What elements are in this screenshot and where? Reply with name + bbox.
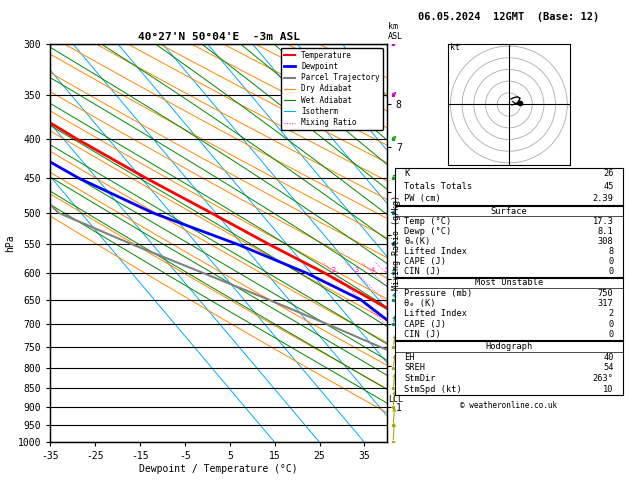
Text: kt: kt: [450, 43, 460, 52]
Text: LCL: LCL: [388, 395, 403, 404]
Text: CIN (J): CIN (J): [404, 267, 441, 276]
Text: StmSpd (kt): StmSpd (kt): [404, 385, 462, 394]
Text: StmDir: StmDir: [404, 374, 436, 383]
Text: Mixing Ratio (g/kg): Mixing Ratio (g/kg): [392, 195, 401, 291]
Text: 26: 26: [603, 170, 614, 178]
Text: 0: 0: [608, 320, 614, 329]
Title: 40°27'N 50°04'E  -3m ASL: 40°27'N 50°04'E -3m ASL: [138, 32, 299, 42]
Text: 06.05.2024  12GMT  (Base: 12): 06.05.2024 12GMT (Base: 12): [418, 12, 599, 22]
Text: Temp (°C): Temp (°C): [404, 217, 452, 226]
Y-axis label: hPa: hPa: [5, 234, 15, 252]
Text: km
ASL: km ASL: [388, 22, 403, 41]
Text: EH: EH: [404, 352, 415, 362]
Text: 3: 3: [354, 267, 359, 273]
Text: Most Unstable: Most Unstable: [475, 278, 543, 287]
Text: 10: 10: [603, 385, 614, 394]
Text: 750: 750: [598, 289, 614, 297]
Text: 45: 45: [603, 182, 614, 191]
Text: K: K: [404, 170, 409, 178]
Text: © weatheronline.co.uk: © weatheronline.co.uk: [460, 401, 557, 410]
X-axis label: Dewpoint / Temperature (°C): Dewpoint / Temperature (°C): [139, 464, 298, 474]
Text: Lifted Index: Lifted Index: [404, 309, 467, 318]
Text: Totals Totals: Totals Totals: [404, 182, 472, 191]
Text: Dewp (°C): Dewp (°C): [404, 227, 452, 236]
Text: PW (cm): PW (cm): [404, 194, 441, 203]
Text: 8.1: 8.1: [598, 227, 614, 236]
Text: 8: 8: [608, 247, 614, 256]
Text: Lifted Index: Lifted Index: [404, 247, 467, 256]
Text: 0: 0: [608, 330, 614, 339]
Text: Hodograph: Hodograph: [485, 342, 533, 350]
Text: 317: 317: [598, 299, 614, 308]
Text: 54: 54: [603, 364, 614, 372]
Text: θₑ (K): θₑ (K): [404, 299, 436, 308]
Text: 4: 4: [371, 267, 375, 273]
Text: 17.3: 17.3: [593, 217, 614, 226]
Text: Surface: Surface: [491, 207, 527, 216]
Text: 263°: 263°: [593, 374, 614, 383]
Text: 40: 40: [603, 352, 614, 362]
Text: 308: 308: [598, 237, 614, 246]
Text: 2.39: 2.39: [593, 194, 614, 203]
Legend: Temperature, Dewpoint, Parcel Trajectory, Dry Adiabat, Wet Adiabat, Isotherm, Mi: Temperature, Dewpoint, Parcel Trajectory…: [281, 48, 383, 130]
Text: θₑ(K): θₑ(K): [404, 237, 430, 246]
Text: CAPE (J): CAPE (J): [404, 257, 446, 266]
Text: SREH: SREH: [404, 364, 425, 372]
Text: CAPE (J): CAPE (J): [404, 320, 446, 329]
Text: Pressure (mb): Pressure (mb): [404, 289, 472, 297]
Text: 2: 2: [608, 309, 614, 318]
Text: 0: 0: [608, 257, 614, 266]
Text: CIN (J): CIN (J): [404, 330, 441, 339]
Text: 2: 2: [332, 267, 336, 273]
Text: 5: 5: [384, 267, 388, 273]
Text: 0: 0: [608, 267, 614, 276]
